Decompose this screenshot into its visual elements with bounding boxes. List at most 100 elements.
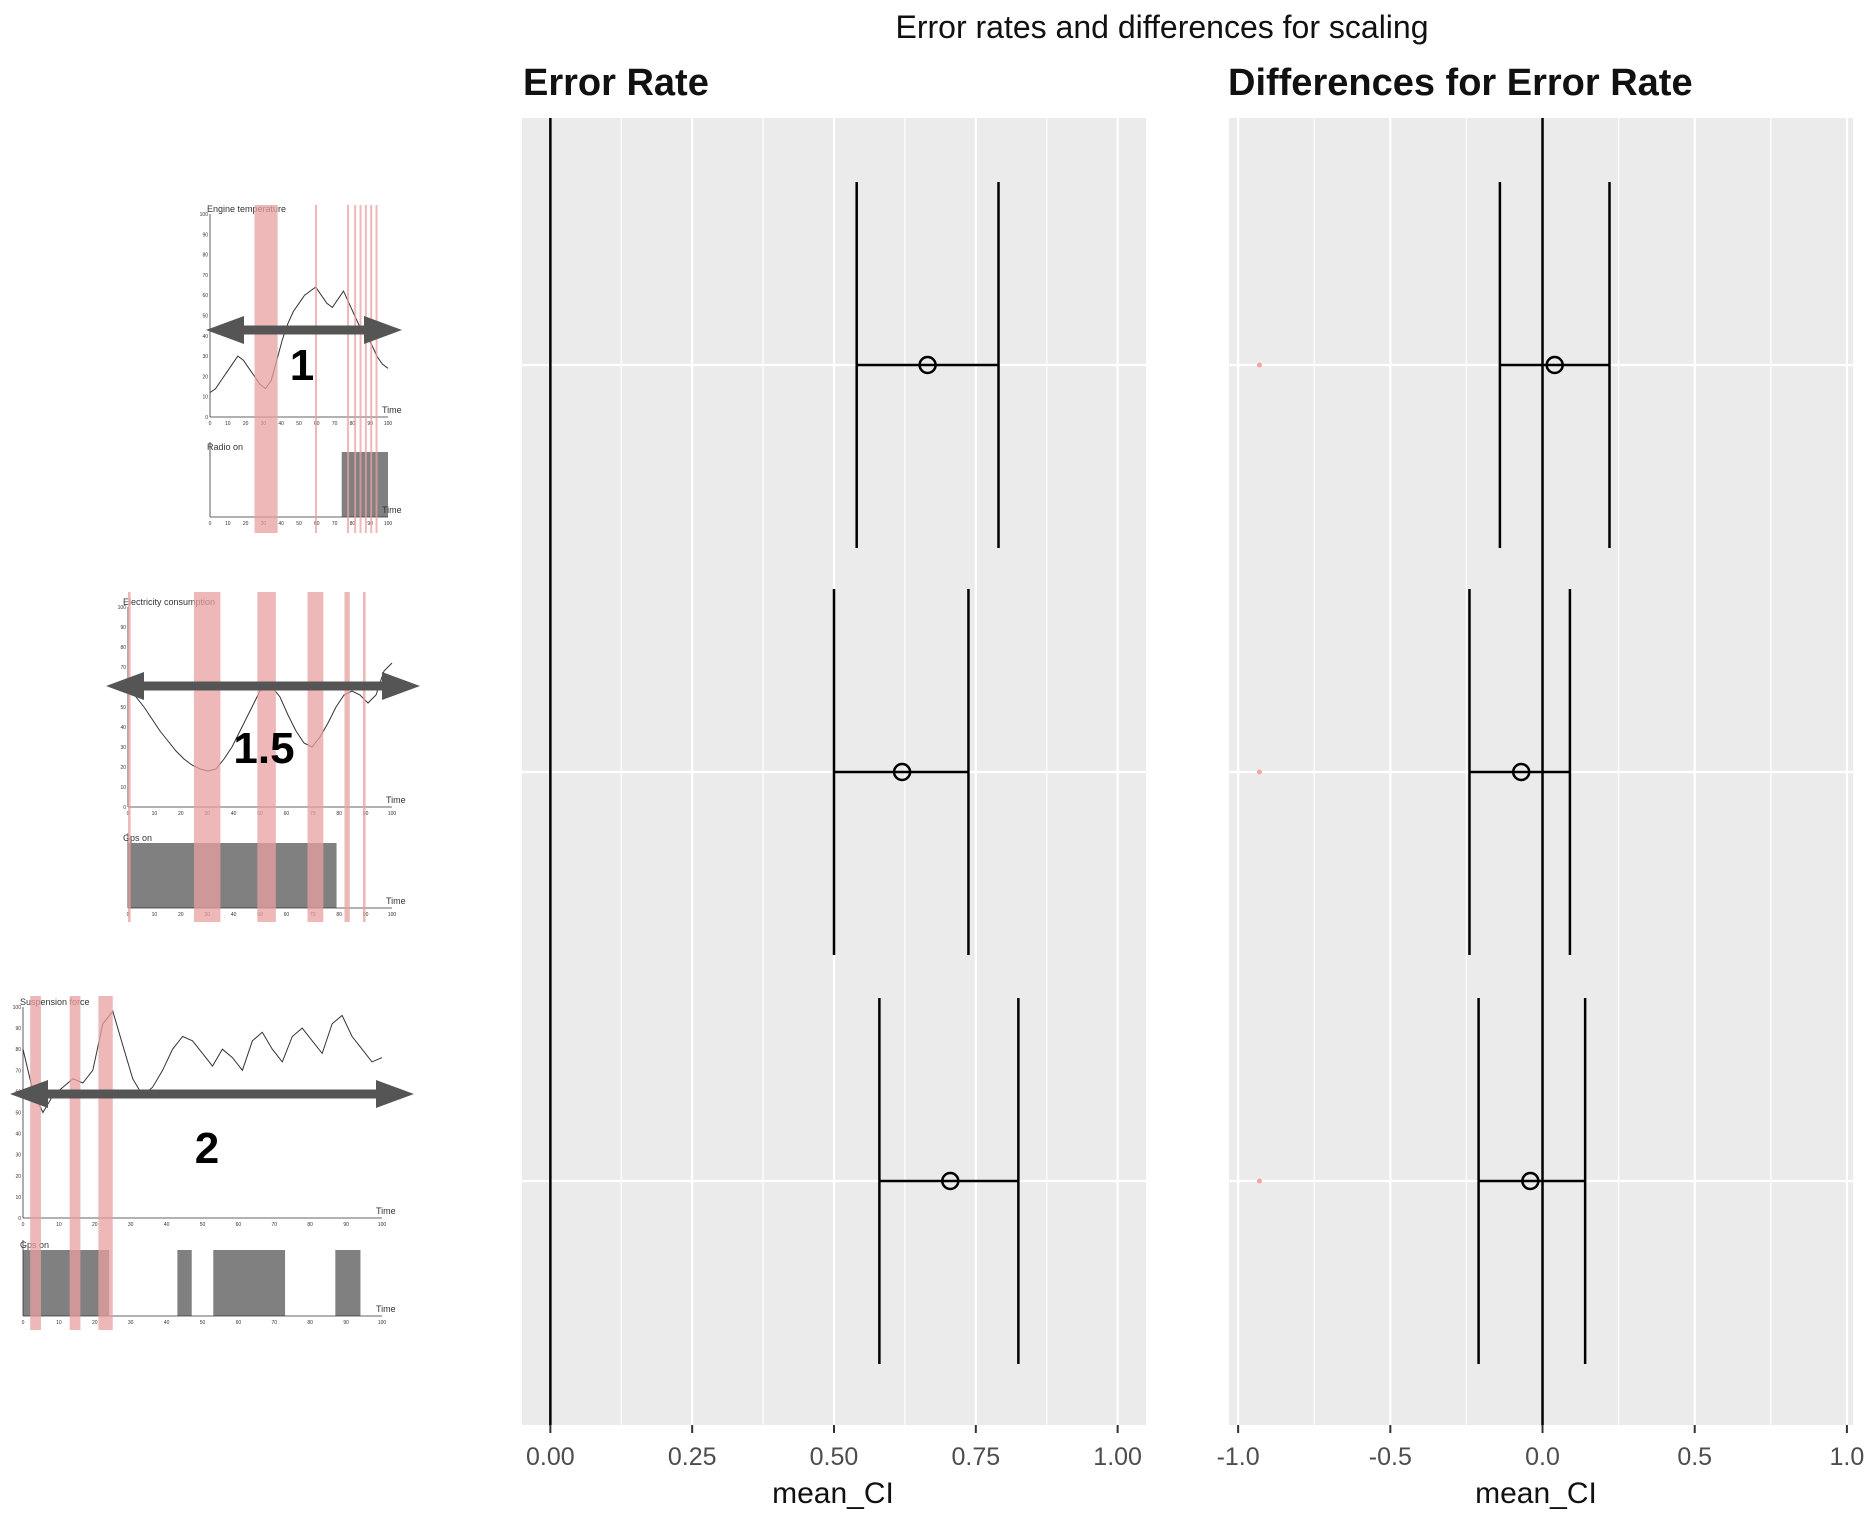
faint-marker: [1256, 362, 1262, 368]
scale-arrow-right-head: [376, 1080, 414, 1108]
highlight-band: [364, 205, 367, 533]
thumb-x-tick: 20: [178, 811, 184, 817]
thumbnail-3: 1009080706050403020100010203040506070809…: [10, 996, 414, 1330]
error-rate-panel: 0.00 0.25 0.50 0.75 1.00: [522, 118, 1146, 1471]
highlight-band: [257, 592, 276, 922]
x-tick-label: -0.5: [1369, 1443, 1412, 1471]
thumb-y-tick: 0: [18, 1216, 21, 1222]
scale-label: 1.5: [233, 724, 294, 773]
faint-marker: [1256, 1178, 1262, 1184]
thumb-x-tick: 70: [272, 1222, 278, 1228]
state-x-tick: 90: [343, 1320, 349, 1326]
thumb-y-tick: 80: [15, 1047, 21, 1053]
state-bar: [213, 1250, 286, 1316]
thumb-y-tick: 10: [15, 1195, 21, 1201]
state-x-tick: 100: [378, 1320, 387, 1326]
thumb-y-tick: 10: [120, 785, 126, 791]
state-x-label: Time: [386, 896, 406, 906]
state-x-tick: 20: [92, 1320, 98, 1326]
highlight-band: [30, 996, 41, 1330]
highlight-band: [194, 592, 221, 922]
thumb-x-tick: 10: [152, 811, 158, 817]
thumb-y-tick: 20: [15, 1174, 21, 1180]
figure-title: Error rates and differences for scaling: [896, 9, 1429, 45]
x-tick-label: 0.25: [668, 1443, 717, 1471]
scale-arrow-left-head: [206, 316, 244, 344]
thumb-y-tick: 50: [15, 1111, 21, 1117]
error-bar: [1256, 589, 1572, 955]
thumb-y-tick: 80: [202, 253, 208, 259]
state-x-tick: 10: [225, 521, 231, 527]
state-x-tick: 40: [278, 521, 284, 527]
thumb-x-tick: 0: [209, 421, 212, 427]
x-tick-label: 0.00: [526, 1443, 575, 1471]
scale-arrow-right-head: [382, 672, 420, 700]
state-x-tick: 100: [384, 521, 393, 527]
highlight-band: [362, 592, 366, 922]
thumb-x-tick: 60: [284, 811, 290, 817]
thumb-x-tick: 100: [378, 1222, 387, 1228]
thumb-x-tick: 70: [332, 421, 338, 427]
mean-point: [1545, 355, 1564, 375]
highlight-band: [307, 592, 324, 922]
thumb-y-tick: 100: [118, 605, 127, 611]
x-tick-label: 0.75: [951, 1443, 1000, 1471]
highlight-band: [128, 592, 131, 922]
thumb-x-tick: 40: [231, 811, 237, 817]
x-tick-label: -1.0: [1217, 1443, 1260, 1471]
thumb-x-tick: 100: [388, 811, 397, 817]
error-bar: [855, 182, 1000, 548]
thumb-y-tick: 50: [120, 705, 126, 711]
error-bar: [832, 589, 970, 955]
thumb-y-tick: 10: [202, 395, 208, 401]
mean-point: [1521, 1171, 1540, 1191]
thumb-x-label: Time: [386, 795, 406, 805]
mean-point: [941, 1171, 960, 1191]
scaling-examples: 1009080706050403020100010203040506070809…: [10, 204, 420, 1330]
thumb-y-tick: 90: [120, 625, 126, 631]
thumb-y-tick: 40: [202, 334, 208, 340]
scale-arrow-right-head: [364, 316, 402, 344]
thumb-x-tick: 100: [384, 421, 393, 427]
state-x-tick: 80: [307, 1320, 313, 1326]
thumb-y-tick: 0: [205, 415, 208, 421]
thumb-y-tick: 80: [120, 645, 126, 651]
scale-arrow-left-head: [10, 1080, 48, 1108]
thumbnail-2: 1009080706050403020100010203040506070809…: [106, 592, 420, 922]
state-x-tick: 40: [164, 1320, 170, 1326]
thumb-series-title: Engine temperature: [207, 204, 286, 214]
scale-arrow-left-head: [106, 672, 144, 700]
thumb-y-tick: 0: [123, 805, 126, 811]
differences-panel: -1.0 -0.5 0.0 0.5 1.0: [1217, 118, 1864, 1471]
state-x-tick: 10: [152, 912, 158, 918]
highlight-band: [344, 592, 350, 922]
state-x-tick: 40: [231, 912, 237, 918]
thumb-y-tick: 30: [120, 745, 126, 751]
thumb-y-tick: 70: [202, 273, 208, 279]
state-x-tick: 0: [22, 1320, 25, 1326]
highlight-band: [370, 205, 373, 533]
x-axis-label-error-rate: mean_CI: [772, 1477, 894, 1510]
highlight-band: [98, 996, 113, 1330]
state-x-tick: 70: [332, 521, 338, 527]
x-tick-label: 0.5: [1677, 1443, 1712, 1471]
state-x-tick: 10: [56, 1320, 62, 1326]
highlight-band: [69, 996, 81, 1330]
thumbnail-1: 1009080706050403020100010203040506070809…: [200, 204, 402, 533]
highlight-band: [375, 205, 378, 533]
thumb-x-tick: 0: [22, 1222, 25, 1228]
state-x-tick: 80: [350, 521, 356, 527]
state-x-tick: 60: [236, 1320, 242, 1326]
thumb-y-tick: 90: [202, 232, 208, 238]
x-axis-label-differences: mean_CI: [1475, 1477, 1597, 1510]
error-bar: [878, 998, 1020, 1364]
thumb-y-tick: 60: [202, 293, 208, 299]
faint-marker: [1256, 769, 1262, 775]
state-x-tick: 50: [296, 521, 302, 527]
state-x-tick: 90: [363, 912, 369, 918]
thumb-y-tick: 20: [120, 765, 126, 771]
highlight-band: [315, 205, 318, 533]
state-x-tick: 0: [209, 521, 212, 527]
state-x-tick: 80: [336, 912, 342, 918]
